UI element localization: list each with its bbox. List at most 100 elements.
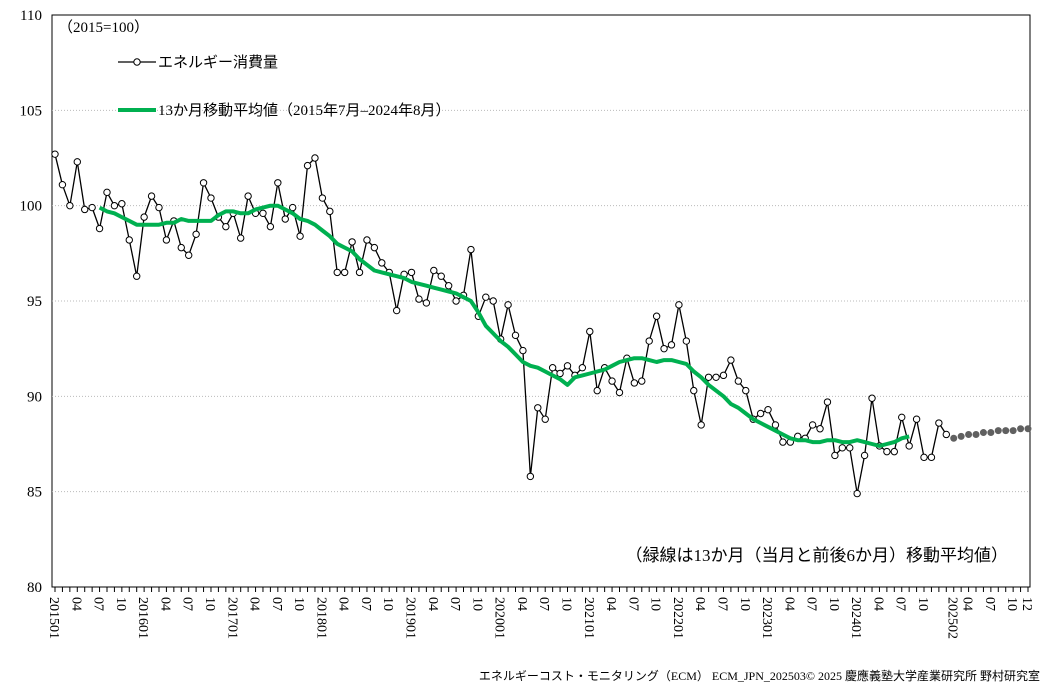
point [199,179,208,187]
point [578,364,587,372]
x-tick-label: 04 [336,597,351,611]
note: （2015=100） [58,19,149,36]
point [274,179,282,187]
x-tick-label: 12 [1019,597,1034,611]
point [808,421,817,429]
point [690,386,698,395]
point [311,154,319,162]
point [1002,427,1010,435]
point [236,234,245,242]
point [88,203,96,212]
point [556,369,564,378]
point [430,266,438,275]
point [363,236,371,244]
x-tick-label: 201801 [313,597,328,639]
point [489,297,497,305]
point [905,442,913,450]
point [95,224,104,233]
point [482,293,490,301]
point [563,362,572,370]
x-tick-label: 10 [826,597,841,611]
point [831,451,839,460]
point [207,194,215,202]
point [816,425,824,433]
point [355,268,364,277]
x-tick-label: 07 [180,597,195,611]
point [965,430,973,438]
x-tick-label: 04 [692,597,707,611]
point [846,444,854,452]
x-tick-label: 04 [425,597,440,611]
point [652,312,661,320]
point [742,386,750,395]
x-tick-label: 10 [915,597,930,611]
x-tick-label: 07 [982,597,997,611]
point [66,201,74,210]
point [147,192,156,200]
point [898,413,906,422]
point [51,150,59,158]
legend-label: 13か月移動平均値（2015年7月–2024年8月） [158,102,451,119]
point [407,268,416,277]
point [838,444,847,452]
point [630,379,639,387]
point [519,346,527,355]
x-tick-label: 10 [1004,597,1019,611]
x-tick-label: 202401 [848,597,863,639]
point [920,453,928,462]
x-tick-label: 04 [781,597,796,611]
point [437,272,445,280]
point [162,236,171,244]
point [927,453,936,462]
y-tick-label: 90 [27,389,42,405]
point [586,327,594,336]
x-tick-label: 04 [247,597,262,611]
point [318,194,327,202]
x-tick-label: 10 [648,597,663,611]
point [645,337,653,345]
x-tick-label: 201901 [403,597,418,639]
x-tick-label: 07 [625,597,640,611]
legend-marker [133,58,141,66]
point [140,213,148,221]
point [675,301,683,309]
point [222,222,230,231]
x-tick-label: 10 [291,597,306,611]
point [883,447,891,456]
x-tick-label: 07 [358,597,373,611]
y-tick-label: 95 [27,294,42,310]
point [326,207,334,216]
point [452,297,460,305]
point [467,245,475,254]
annotation: （緑線は13か月（当月と前後6か月）移動平均値） [626,546,1009,565]
point [288,203,297,212]
x-tick-label: 04 [870,597,885,611]
point [1024,425,1032,433]
point [704,373,713,381]
point [333,268,341,277]
point [935,419,943,427]
x-tick-label: 202502 [945,597,960,639]
point [823,398,832,406]
x-tick-label: 201701 [224,597,239,639]
point [950,434,958,442]
point [667,341,676,349]
point [860,451,869,460]
point [303,161,312,170]
point [281,215,289,223]
point [719,371,728,380]
point [370,243,379,252]
point [133,272,141,280]
point [511,331,520,340]
point [779,438,787,446]
y-tick-label: 80 [27,580,42,596]
point [73,158,81,166]
point [912,415,921,423]
point [697,421,705,429]
x-tick-label: 04 [157,597,172,611]
point [756,409,765,418]
x-tick-label: 07 [804,597,819,611]
point [192,230,200,238]
point [593,386,601,395]
point [727,356,735,364]
